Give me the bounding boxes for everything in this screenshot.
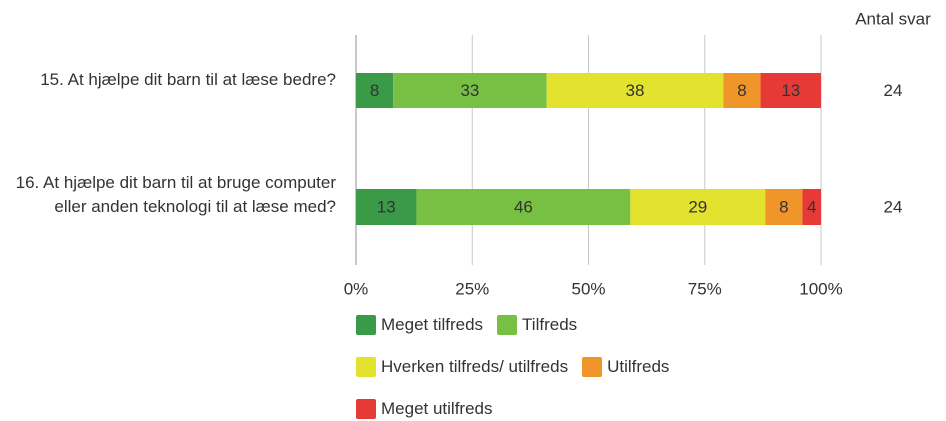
legend-label: Meget utilfreds xyxy=(381,399,493,418)
count-value: 24 xyxy=(884,197,903,216)
legend-item: Meget tilfreds xyxy=(356,313,483,337)
bar-segment xyxy=(802,189,821,225)
bar-segment xyxy=(760,73,821,108)
legend-item: Utilfreds xyxy=(582,355,669,379)
count-value: 24 xyxy=(884,81,903,100)
bar-segment xyxy=(416,189,631,225)
legend-item: Tilfreds xyxy=(497,313,577,337)
data-label: 38 xyxy=(626,81,645,100)
data-label: 8 xyxy=(779,197,788,216)
x-tick-label: 25% xyxy=(455,279,489,298)
x-tick-label: 50% xyxy=(571,279,605,298)
data-label: 8 xyxy=(370,81,379,100)
bar-segment xyxy=(546,73,724,108)
data-label: 29 xyxy=(688,197,707,216)
category-label: 15. At hjælpe dit barn til at læse bedre… xyxy=(40,70,336,89)
legend-label: Meget tilfreds xyxy=(381,315,484,334)
x-tick-label: 75% xyxy=(688,279,722,298)
legend-item: Hverken tilfreds/ utilfreds xyxy=(356,355,568,379)
legend-label: Utilfreds xyxy=(607,357,670,376)
count-header: Antal svar xyxy=(855,9,931,28)
legend-swatch xyxy=(356,399,376,419)
data-label: 46 xyxy=(514,197,533,216)
bar-segment xyxy=(723,73,761,108)
x-tick-label: 100% xyxy=(799,279,842,298)
bar-segment xyxy=(393,73,547,108)
x-tick-label: 0% xyxy=(344,279,369,298)
category-label: 16. At hjælpe dit barn til at bruge comp… xyxy=(15,173,336,216)
legend-item: Meget utilfreds xyxy=(356,397,493,421)
legend-swatch xyxy=(497,315,518,335)
data-label: 8 xyxy=(737,81,746,100)
bar-segment xyxy=(765,189,803,225)
data-label: 13 xyxy=(377,197,396,216)
bar-segment xyxy=(356,189,417,225)
bar-segment xyxy=(356,73,394,108)
legend-label: Tilfreds xyxy=(522,315,578,334)
legend-swatch xyxy=(356,357,376,377)
legend: Meget tilfreds Tilfreds Hverken tilfreds/ … xyxy=(356,313,776,421)
data-label: 4 xyxy=(807,197,816,216)
data-label: 13 xyxy=(781,81,800,100)
legend-swatch xyxy=(582,357,603,377)
legend-label: Hverken tilfreds/ utilfreds xyxy=(381,357,569,376)
legend-swatch xyxy=(356,315,376,335)
data-label: 33 xyxy=(460,81,479,100)
bar-segment xyxy=(630,189,766,225)
